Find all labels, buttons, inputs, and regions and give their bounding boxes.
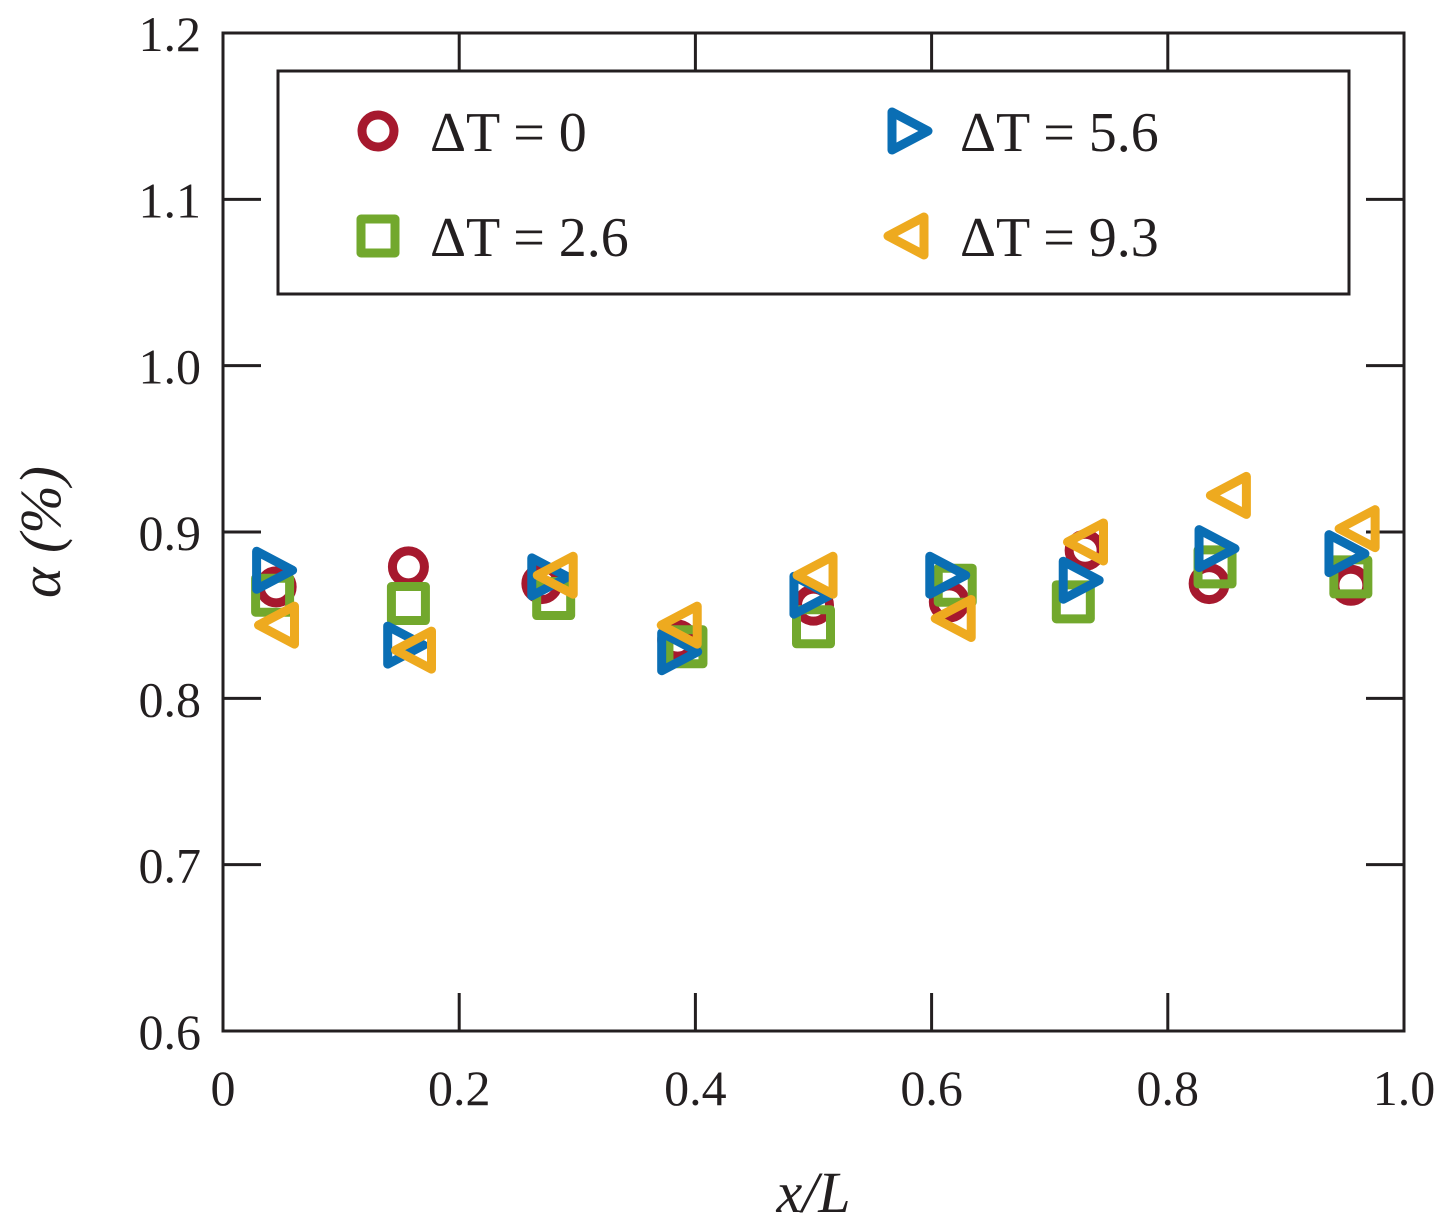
data-point bbox=[664, 625, 708, 669]
data-point bbox=[657, 628, 703, 676]
data-point bbox=[792, 605, 835, 649]
legend-marker bbox=[883, 212, 929, 260]
data-point bbox=[1324, 530, 1370, 578]
data-point bbox=[252, 546, 298, 594]
legend-entry: ΔT = 5.6 bbox=[887, 102, 1159, 164]
y-tick-label: 1.1 bbox=[139, 172, 202, 228]
legend-marker bbox=[356, 214, 400, 258]
data-point bbox=[1194, 525, 1240, 573]
data-point bbox=[1051, 580, 1095, 624]
y-tick-labels: 0.6 0.7 0.8 0.9 1.0 1.1 1.2 bbox=[139, 6, 202, 1060]
legend-label: ΔT = 9.3 bbox=[960, 207, 1159, 269]
legend-box bbox=[276, 69, 1351, 296]
y-tick-label: 0.6 bbox=[139, 1004, 202, 1060]
legend-label: ΔT = 5.6 bbox=[960, 102, 1159, 164]
x-tick-labels: 0 0.2 0.4 0.6 0.8 1.0 bbox=[211, 1060, 1436, 1116]
data-point bbox=[391, 626, 437, 674]
data-point bbox=[930, 594, 976, 642]
data-point bbox=[254, 601, 300, 649]
data-point bbox=[387, 546, 429, 588]
data-point bbox=[1334, 505, 1380, 553]
x-tick-label: 0.4 bbox=[664, 1060, 727, 1116]
x-tick-label: 1.0 bbox=[1373, 1060, 1436, 1116]
y-tick-label: 1.2 bbox=[139, 6, 202, 62]
data-point bbox=[925, 551, 971, 599]
data-point bbox=[386, 582, 430, 626]
legend-marker bbox=[887, 107, 933, 155]
data-point bbox=[1205, 471, 1251, 519]
series-triangle-left bbox=[254, 471, 1380, 674]
y-tick-label: 0.9 bbox=[139, 505, 202, 561]
data-point bbox=[1058, 556, 1104, 604]
y-tick-label: 0.7 bbox=[139, 838, 202, 894]
legend-entry: ΔT = 2.6 bbox=[356, 207, 629, 269]
x-tick-label: 0.6 bbox=[900, 1060, 963, 1116]
data-point bbox=[1062, 518, 1108, 566]
data-point bbox=[792, 551, 838, 599]
plot-frame bbox=[221, 31, 1406, 1033]
x-tick-label: 0.2 bbox=[428, 1060, 491, 1116]
legend-label: ΔT = 2.6 bbox=[430, 207, 629, 269]
legend-marker bbox=[357, 110, 399, 152]
data-point bbox=[532, 551, 578, 599]
y-tick-label: 1.0 bbox=[139, 339, 202, 395]
x-tick-label: 0 bbox=[211, 1060, 236, 1116]
legend: ΔT = 0 ΔT = 2.6 ΔT = 5.6 ΔT = 9.3 bbox=[276, 69, 1351, 296]
legend-entry: ΔT = 9.3 bbox=[883, 207, 1159, 269]
legend-label: ΔT = 0 bbox=[430, 102, 587, 164]
x-axis-label: x/L bbox=[775, 1160, 850, 1225]
legend-entry: ΔT = 0 bbox=[357, 102, 587, 164]
data-points bbox=[251, 471, 1380, 676]
y-axis-label: α (%) bbox=[8, 466, 73, 598]
data-point bbox=[656, 601, 702, 649]
y-tick-label: 0.8 bbox=[139, 671, 202, 727]
x-tick-label: 0.8 bbox=[1137, 1060, 1200, 1116]
